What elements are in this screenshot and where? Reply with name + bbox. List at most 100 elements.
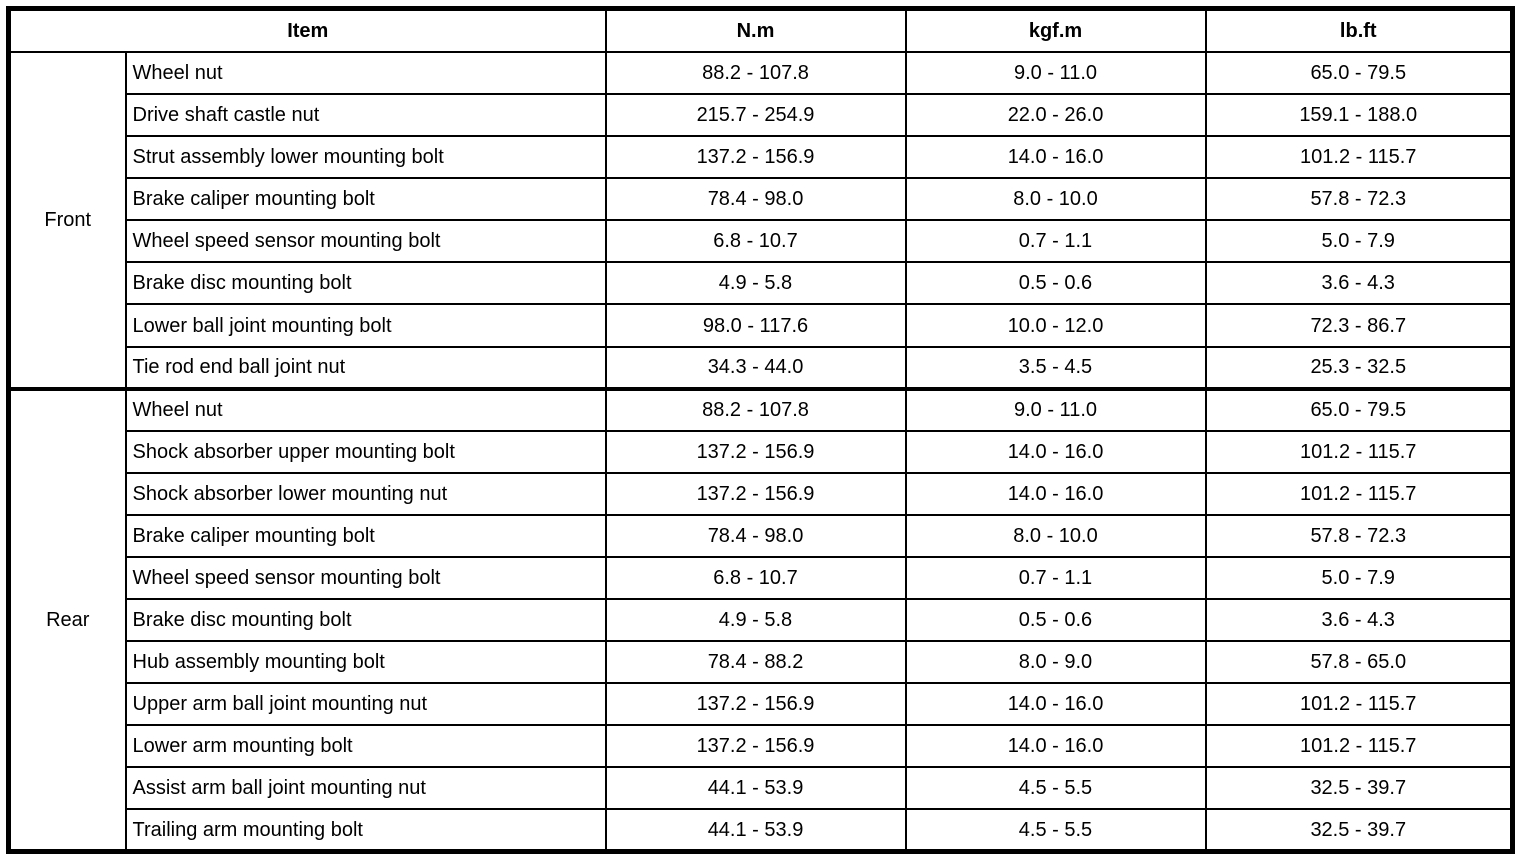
table-row: Drive shaft castle nut 215.7 - 254.9 22.0 … <box>9 93 1514 138</box>
table-body: Front Wheel nut 88.2 - 107.8 9.0 - 11.0 65.0… <box>7 50 1514 853</box>
table-row: Upper arm ball joint mounting nut 137.2 -… <box>9 682 1514 727</box>
value-cell: 8.0 - 10.0 <box>904 177 1207 222</box>
value-cell: 10.0 - 12.0 <box>904 303 1207 348</box>
value-cell: 3.6 - 4.3 <box>1204 598 1514 643</box>
value-cell: 65.0 - 79.5 <box>1204 386 1514 432</box>
group-label: Front <box>7 51 127 390</box>
value-cell: 14.0 - 16.0 <box>904 724 1207 769</box>
table-row: Assist arm ball joint mounting nut 44.1 -… <box>9 766 1514 811</box>
value-cell: 14.0 - 16.0 <box>904 429 1207 474</box>
value-cell: 0.5 - 0.6 <box>904 598 1207 643</box>
item-name-cell: Tie rod end ball joint nut <box>124 345 607 390</box>
value-cell: 72.3 - 86.7 <box>1204 303 1514 348</box>
value-cell: 3.6 - 4.3 <box>1204 261 1514 306</box>
item-name-cell: Lower arm mounting bolt <box>124 724 607 769</box>
item-name-cell: Brake caliper mounting bolt <box>124 177 607 222</box>
value-cell: 44.1 - 53.9 <box>604 766 907 811</box>
item-name-cell: Wheel speed sensor mounting bolt <box>124 219 607 264</box>
value-cell: 88.2 - 107.8 <box>604 386 907 432</box>
value-cell: 4.9 - 5.8 <box>604 261 907 306</box>
item-name-cell: Wheel speed sensor mounting bolt <box>124 555 607 601</box>
value-cell: 8.0 - 10.0 <box>904 513 1207 558</box>
table-row: Shock absorber upper mounting bolt 137.2 … <box>9 429 1514 474</box>
value-cell: 137.2 - 156.9 <box>604 682 907 727</box>
header-row: Item N.m kgf.m lb.ft <box>7 7 1514 53</box>
table-row: Wheel speed sensor mounting bolt 6.8 - 10… <box>9 555 1514 601</box>
item-name-cell: Lower ball joint mounting bolt <box>124 303 607 348</box>
value-cell: 57.8 - 72.3 <box>1204 177 1514 222</box>
item-name-cell: Strut assembly lower mounting bolt <box>124 135 607 180</box>
item-name-cell: Assist arm ball joint mounting nut <box>124 766 607 811</box>
table-row: Brake disc mounting bolt 4.9 - 5.8 0.5 - 0… <box>9 598 1514 643</box>
value-cell: 4.5 - 5.5 <box>904 808 1207 853</box>
item-name-cell: Hub assembly mounting bolt <box>124 640 607 685</box>
value-cell: 98.0 - 117.6 <box>604 303 907 348</box>
table-row: Hub assembly mounting bolt 78.4 - 88.2 8.0… <box>9 640 1514 685</box>
table-header: Item N.m kgf.m lb.ft <box>7 7 1514 53</box>
value-cell: 0.7 - 1.1 <box>904 555 1207 601</box>
value-cell: 101.2 - 115.7 <box>1204 471 1514 516</box>
value-cell: 101.2 - 115.7 <box>1204 724 1514 769</box>
value-cell: 25.3 - 32.5 <box>1204 345 1514 390</box>
value-cell: 78.4 - 88.2 <box>604 640 907 685</box>
value-cell: 9.0 - 11.0 <box>904 50 1207 96</box>
item-name-cell: Brake disc mounting bolt <box>124 261 607 306</box>
value-cell: 88.2 - 107.8 <box>604 50 907 96</box>
value-cell: 78.4 - 98.0 <box>604 513 907 558</box>
value-cell: 101.2 - 115.7 <box>1204 135 1514 180</box>
value-cell: 32.5 - 39.7 <box>1204 766 1514 811</box>
value-cell: 8.0 - 9.0 <box>904 640 1207 685</box>
value-cell: 4.9 - 5.8 <box>604 598 907 643</box>
value-cell: 5.0 - 7.9 <box>1204 555 1514 601</box>
value-cell: 6.8 - 10.7 <box>604 555 907 601</box>
value-cell: 9.0 - 11.0 <box>904 386 1207 432</box>
value-cell: 57.8 - 72.3 <box>1204 513 1514 558</box>
item-name-cell: Shock absorber lower mounting nut <box>124 471 607 516</box>
item-name-cell: Drive shaft castle nut <box>124 93 607 138</box>
value-cell: 0.7 - 1.1 <box>904 219 1207 264</box>
value-cell: 22.0 - 26.0 <box>904 93 1207 138</box>
table-row: Trailing arm mounting bolt 44.1 - 53.9 4.5… <box>9 808 1514 853</box>
group-label: Rear <box>7 386 127 853</box>
table-row: Shock absorber lower mounting nut 137.2 -… <box>9 471 1514 516</box>
table-row: Front Wheel nut 88.2 - 107.8 9.0 - 11.0 65.0… <box>7 50 1514 390</box>
value-cell: 101.2 - 115.7 <box>1204 682 1514 727</box>
value-cell: 137.2 - 156.9 <box>604 135 907 180</box>
value-cell: 4.5 - 5.5 <box>904 766 1207 811</box>
value-cell: 5.0 - 7.9 <box>1204 219 1514 264</box>
table-row: Strut assembly lower mounting bolt 137.2 … <box>9 135 1514 180</box>
header-kgfm: kgf.m <box>904 7 1207 53</box>
value-cell: 0.5 - 0.6 <box>904 261 1207 306</box>
table-row: Lower arm mounting bolt 137.2 - 156.9 14.0… <box>9 724 1514 769</box>
value-cell: 32.5 - 39.7 <box>1204 808 1514 853</box>
table-row: Tie rod end ball joint nut 34.3 - 44.0 3.5… <box>9 345 1514 390</box>
table-row: Brake caliper mounting bolt 78.4 - 98.0 8.… <box>9 513 1514 558</box>
value-cell: 137.2 - 156.9 <box>604 471 907 516</box>
value-cell: 78.4 - 98.0 <box>604 177 907 222</box>
value-cell: 14.0 - 16.0 <box>904 135 1207 180</box>
item-name-cell: Wheel nut <box>124 50 607 96</box>
item-name-cell: Brake caliper mounting bolt <box>124 513 607 558</box>
value-cell: 65.0 - 79.5 <box>1204 50 1514 96</box>
header-item: Item <box>7 7 607 53</box>
item-name-cell: Wheel nut <box>124 386 607 432</box>
header-lbft: lb.ft <box>1204 7 1514 53</box>
value-cell: 101.2 - 115.7 <box>1204 429 1514 474</box>
item-name-cell: Brake disc mounting bolt <box>124 598 607 643</box>
value-cell: 14.0 - 16.0 <box>904 471 1207 516</box>
item-name-cell: Shock absorber upper mounting bolt <box>124 429 607 474</box>
table-row: Brake caliper mounting bolt 78.4 - 98.0 8.… <box>9 177 1514 222</box>
value-cell: 215.7 - 254.9 <box>604 93 907 138</box>
value-cell: 57.8 - 65.0 <box>1204 640 1514 685</box>
value-cell: 137.2 - 156.9 <box>604 724 907 769</box>
torque-spec-table: Item N.m kgf.m lb.ft Front Wheel nut 88.2 … <box>6 6 1515 854</box>
table-row: Rear Wheel nut 88.2 - 107.8 9.0 - 11.0 65.0 … <box>7 386 1514 853</box>
value-cell: 14.0 - 16.0 <box>904 682 1207 727</box>
table-row: Brake disc mounting bolt 4.9 - 5.8 0.5 - 0… <box>9 261 1514 306</box>
item-name-cell: Trailing arm mounting bolt <box>124 808 607 853</box>
item-name-cell: Upper arm ball joint mounting nut <box>124 682 607 727</box>
table-row: Wheel speed sensor mounting bolt 6.8 - 10… <box>9 219 1514 264</box>
value-cell: 137.2 - 156.9 <box>604 429 907 474</box>
value-cell: 34.3 - 44.0 <box>604 345 907 390</box>
